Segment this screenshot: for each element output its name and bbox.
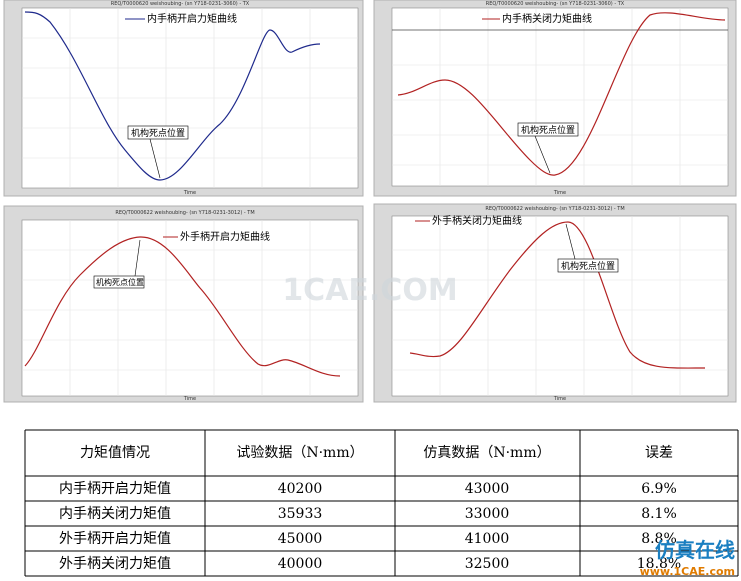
curve xyxy=(409,221,706,369)
cell: 18.8% xyxy=(637,556,681,572)
x-label: Time xyxy=(553,396,566,402)
header-cell: 试验数据（N·mm） xyxy=(236,445,363,461)
figure-title: REQ/T0000620 weishoubing- (sn Y718-0231-… xyxy=(486,1,625,7)
grid xyxy=(22,220,358,396)
plot-area xyxy=(21,219,359,397)
figure: REQ/T0000622 weishoubing- (sn Y718-0231-… xyxy=(373,203,737,403)
watermark: 1CAE.COM xyxy=(282,273,457,308)
annotation-line xyxy=(149,138,161,179)
legend: 外手柄开启力矩曲线 xyxy=(180,230,270,243)
annotation-box xyxy=(127,125,189,140)
cell: 32500 xyxy=(465,556,510,572)
cell: 内手柄关闭力矩值 xyxy=(59,506,171,522)
header-cell: 仿真数据（N·mm） xyxy=(423,445,550,461)
legend: 内手柄关闭力矩曲线 xyxy=(502,12,592,25)
annotation: 机构死点位置 xyxy=(521,124,575,136)
cell: 外手柄关闭力矩值 xyxy=(59,556,171,572)
annotation-box xyxy=(557,258,619,273)
cell: 33000 xyxy=(465,506,510,522)
curve xyxy=(24,11,321,181)
cell: 外手柄开启力矩值 xyxy=(59,531,171,547)
header-cell: 误差 xyxy=(645,445,673,461)
cell: 6.9% xyxy=(641,481,677,497)
figure-title: REQ/T0000620 weishoubing- (sn Y718-0231-… xyxy=(111,1,250,7)
x-label: Time xyxy=(183,190,196,196)
annotation: 机构死点位置 xyxy=(561,260,615,272)
annotation-line xyxy=(134,239,141,277)
figure: REQ/T0000622 weishoubing- (sn Y718-0231-… xyxy=(3,205,364,403)
plot-area xyxy=(391,215,729,397)
annotation-box xyxy=(517,122,579,137)
table xyxy=(24,429,739,577)
header-cell: 力矩值情况 xyxy=(80,445,150,461)
legend: 外手柄关闭力矩曲线 xyxy=(432,214,522,227)
annotation-box xyxy=(93,275,145,289)
curve xyxy=(397,12,726,176)
cell: 41000 xyxy=(465,531,510,547)
annotation: 机构死点位置 xyxy=(131,127,185,139)
cell: 35933 xyxy=(278,506,323,522)
brand-url: www.1CAE.com xyxy=(640,565,735,578)
cell: 40000 xyxy=(278,556,323,572)
cell: 内手柄开启力矩值 xyxy=(59,481,171,497)
plot-area xyxy=(391,7,729,187)
grid xyxy=(392,216,728,396)
cell: 45000 xyxy=(278,531,323,547)
legend: 内手柄开启力矩曲线 xyxy=(147,12,237,25)
annotation-line xyxy=(534,135,551,174)
cell: 43000 xyxy=(465,481,510,497)
figure: REQ/T0000620 weishoubing- (sn Y718-0231-… xyxy=(373,0,737,197)
x-label: Time xyxy=(183,396,196,402)
cell: 40200 xyxy=(278,481,323,497)
cell: 8.8% xyxy=(641,531,677,547)
figure-title: REQ/T0000622 weishoubing- (sn Y718-0231-… xyxy=(485,206,624,212)
figure-title: REQ/T0000622 weishoubing- (sn Y718-0231-… xyxy=(115,210,254,216)
cell: 8.1% xyxy=(641,506,677,522)
x-label: Time xyxy=(553,190,566,196)
annotation: 机构死点位置 xyxy=(96,277,144,287)
brand: 仿真在线 xyxy=(655,538,735,562)
curve xyxy=(24,236,341,377)
annotation-line xyxy=(565,223,576,260)
figure: REQ/T0000620 weishoubing- (sn Y718-0231-… xyxy=(3,0,364,197)
